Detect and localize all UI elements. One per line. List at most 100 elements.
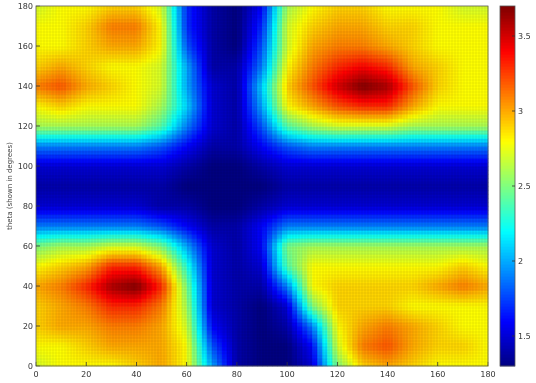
heatmap-cell (171, 306, 178, 311)
heatmap-cell (41, 330, 47, 335)
heatmap-cell (432, 258, 439, 263)
heatmap-cell (121, 274, 127, 279)
heatmap-cell (241, 262, 248, 267)
heatmap-cell (412, 330, 419, 335)
heatmap-cell (402, 238, 409, 243)
heatmap-cell (246, 246, 253, 251)
heatmap-cell (236, 326, 243, 331)
heatmap-cell (176, 182, 183, 187)
heatmap-cell (372, 274, 379, 279)
heatmap-cell (357, 290, 364, 295)
heatmap-cell (226, 298, 233, 303)
heatmap-cell (272, 342, 278, 347)
heatmap-cell (332, 322, 338, 327)
heatmap-cell (51, 290, 57, 295)
heatmap-cell (86, 286, 92, 291)
heatmap-cell (216, 238, 223, 243)
heatmap-cell (422, 282, 429, 287)
heatmap-cell (287, 250, 293, 255)
heatmap-cell (377, 290, 384, 295)
heatmap-cell (392, 302, 399, 307)
heatmap-cell (206, 206, 213, 211)
heatmap-cell (462, 338, 469, 343)
heatmap-cell (166, 246, 173, 251)
heatmap-cell (427, 354, 434, 359)
heatmap-cell (347, 246, 353, 251)
heatmap-cell (452, 362, 459, 367)
heatmap-cell (211, 254, 218, 259)
heatmap-cell (181, 298, 188, 303)
heatmap-cell (377, 334, 384, 339)
heatmap-cell (161, 286, 168, 291)
heatmap-cell (437, 346, 444, 351)
heatmap-cell (352, 322, 359, 327)
heatmap-cell (447, 262, 454, 267)
heatmap-cell (191, 158, 198, 163)
heatmap-cell (372, 230, 379, 235)
heatmap-cell (51, 322, 57, 327)
heatmap-cell (327, 234, 333, 239)
heatmap-cell (442, 206, 449, 211)
heatmap-cell (402, 266, 409, 271)
heatmap-cell (287, 230, 293, 235)
heatmap-cell (292, 294, 298, 299)
heatmap-cell (317, 302, 323, 307)
heatmap-cell (151, 266, 158, 271)
heatmap-cell (216, 322, 223, 327)
heatmap-cell (342, 342, 348, 347)
heatmap-cell (256, 322, 263, 327)
heatmap-cell (342, 350, 348, 355)
heatmap-cell (141, 258, 148, 263)
heatmap-cell (342, 306, 348, 311)
heatmap-cell (111, 306, 117, 311)
heatmap-cell (36, 250, 42, 255)
heatmap-cell (307, 342, 313, 347)
heatmap-cell (337, 334, 343, 339)
heatmap-cell (467, 254, 474, 259)
heatmap-cell (176, 326, 183, 331)
heatmap-cell (171, 242, 178, 247)
heatmap-cell (131, 362, 138, 367)
heatmap-cell (186, 270, 193, 275)
heatmap-cell (156, 346, 163, 351)
heatmap-cell (452, 314, 459, 319)
heatmap-cell (91, 298, 97, 303)
heatmap-cell (437, 314, 444, 319)
heatmap-cell (362, 234, 369, 239)
heatmap-cell (292, 242, 298, 247)
heatmap-cell (452, 270, 459, 275)
heatmap-cell (422, 230, 429, 235)
heatmap-cell (462, 334, 469, 339)
heatmap-cell (452, 262, 459, 267)
heatmap-cell (86, 298, 92, 303)
heatmap-cell (236, 302, 243, 307)
heatmap-cell (206, 346, 213, 351)
heatmap-cell (477, 350, 484, 355)
heatmap-cell (457, 282, 464, 287)
heatmap-cell (181, 194, 188, 199)
heatmap-cell (151, 254, 158, 259)
heatmap-cell (96, 350, 102, 355)
heatmap-cell (292, 350, 298, 355)
heatmap-cell (211, 322, 218, 327)
heatmap-cell (76, 246, 82, 251)
heatmap-cell (302, 238, 308, 243)
heatmap-cell (392, 158, 399, 163)
heatmap-cell (392, 298, 399, 303)
heatmap-cell (467, 294, 474, 299)
heatmap-cell (216, 170, 223, 175)
heatmap-cell (56, 290, 62, 295)
heatmap-cell (141, 226, 148, 231)
heatmap-cell (347, 286, 353, 291)
heatmap-cell (36, 338, 42, 343)
heatmap-cell (151, 342, 158, 347)
heatmap-cell (422, 274, 429, 279)
heatmap-cell (156, 282, 163, 287)
heatmap-cell (292, 298, 298, 303)
heatmap-cell (186, 246, 193, 251)
heatmap-cell (277, 342, 283, 347)
heatmap-cell (357, 270, 364, 275)
heatmap-cell (337, 342, 343, 347)
heatmap-cell (442, 274, 449, 279)
heatmap-cell (437, 230, 444, 235)
